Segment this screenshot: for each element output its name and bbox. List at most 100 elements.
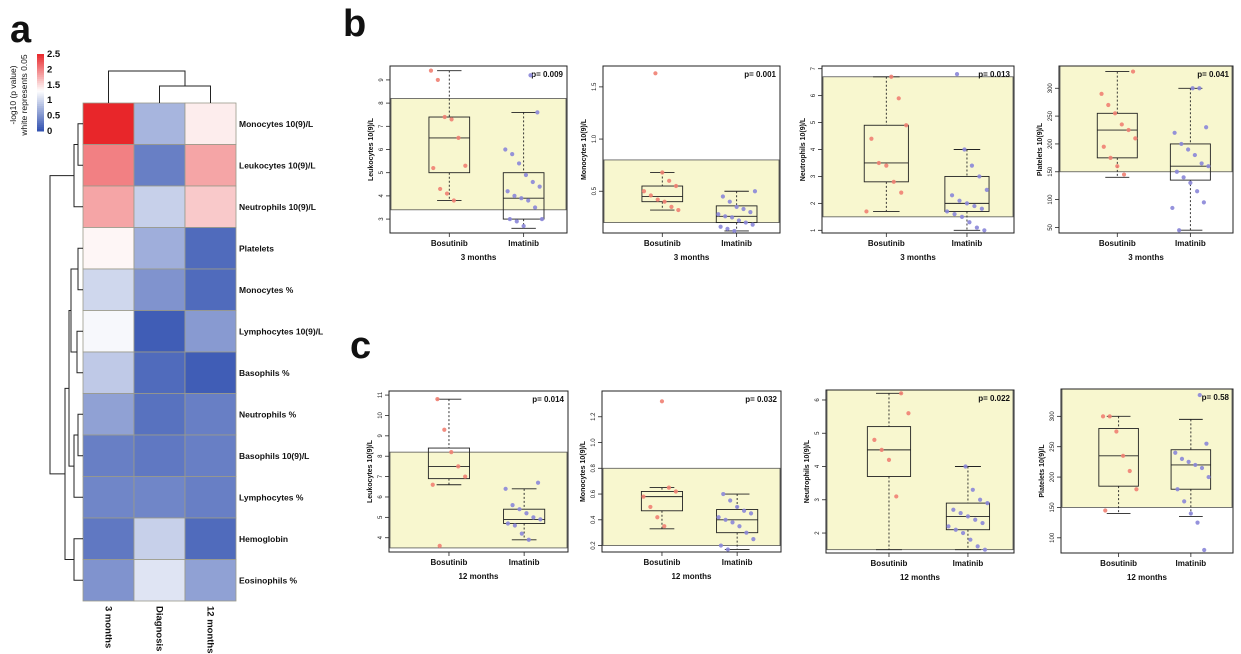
- reference-band: [1059, 65, 1233, 173]
- data-point: [1173, 450, 1178, 455]
- colorbar-segment: [37, 92, 44, 95]
- y-tick-label: 1: [811, 228, 817, 232]
- data-point: [539, 216, 545, 222]
- colorbar-segment: [37, 129, 44, 132]
- data-point: [660, 170, 665, 175]
- data-point: [967, 220, 972, 225]
- data-point: [886, 457, 892, 462]
- colorbar-segment: [37, 82, 44, 86]
- colorbar-segment: [37, 117, 44, 120]
- heatmap-row-label: Neutrophils %: [239, 409, 297, 419]
- data-point: [736, 218, 742, 223]
- y-tick-label: 3: [811, 174, 817, 178]
- category-label: Imatinib: [1175, 239, 1206, 248]
- data-point: [528, 73, 533, 78]
- data-point: [438, 186, 443, 192]
- y-tick-label: 2: [815, 531, 821, 535]
- box: [866, 426, 912, 477]
- box: [502, 172, 545, 220]
- data-point: [965, 514, 971, 519]
- data-point: [1126, 127, 1131, 133]
- data-point: [959, 214, 965, 219]
- data-point: [891, 179, 896, 184]
- heatmap-cell: [184, 227, 237, 270]
- y-tick-label: 300: [1050, 411, 1056, 422]
- category-label: Bosutinib: [1100, 559, 1137, 568]
- p-value: p= 0.013: [978, 70, 1010, 79]
- colorbar-segment: [37, 59, 44, 63]
- data-point: [954, 71, 960, 77]
- data-point: [889, 74, 894, 79]
- box: [863, 124, 909, 183]
- reference-band: [389, 451, 568, 549]
- data-point: [1134, 487, 1139, 492]
- dendrogram-branch: [77, 413, 83, 457]
- colorbar-segment: [37, 88, 44, 92]
- colorbar-segment: [37, 90, 44, 93]
- x-axis-label: 3 months: [461, 253, 497, 262]
- data-point: [751, 537, 756, 542]
- colorbar-segment: [37, 94, 44, 97]
- y-tick-label: 250: [1050, 441, 1056, 452]
- dendrogram-branch: [77, 247, 83, 291]
- data-point: [720, 194, 725, 199]
- data-point: [535, 110, 540, 115]
- data-point: [884, 163, 889, 168]
- heatmap-cell: [184, 559, 237, 602]
- colorbar-segment: [37, 102, 44, 105]
- data-point: [505, 189, 510, 194]
- data-point: [869, 136, 874, 141]
- category-label: Imatinib: [953, 559, 984, 568]
- data-point: [435, 397, 440, 402]
- data-point: [431, 165, 436, 171]
- box: [503, 508, 546, 524]
- heatmap-cell: [184, 517, 237, 560]
- heatmap-cell: [133, 268, 186, 311]
- colorbar-segment: [37, 111, 44, 115]
- data-point: [516, 161, 522, 166]
- data-point: [1182, 499, 1187, 504]
- category-label: Bosutinib: [431, 558, 468, 567]
- panel-letter-a: a: [10, 9, 32, 51]
- data-point: [648, 504, 653, 510]
- data-point: [957, 198, 962, 203]
- x-axis-label: 3 months: [674, 253, 710, 262]
- reference-band: [390, 98, 567, 211]
- y-tick-label: 1.2: [591, 412, 597, 421]
- colorbar-segment: [37, 65, 44, 68]
- data-point: [1206, 474, 1211, 480]
- data-point: [1206, 164, 1211, 169]
- boxplot-panel: 4 5 6 7 8 9 10 11 Leukocytes 10(9)/L p= 0.014 Bosu…: [367, 390, 569, 581]
- y-tick-label: 5: [379, 170, 385, 174]
- data-point: [864, 209, 869, 214]
- box: [1169, 143, 1211, 181]
- data-point: [1188, 180, 1193, 185]
- data-point: [904, 123, 909, 128]
- heatmap-cell: [133, 227, 186, 270]
- category-label: Bosutinib: [871, 559, 908, 568]
- colorbar-title: -log10 (p value): [8, 65, 18, 124]
- y-tick-label: 10: [378, 411, 384, 418]
- data-point: [1121, 172, 1127, 177]
- data-point: [962, 147, 967, 152]
- category-label: Bosutinib: [431, 239, 468, 248]
- data-point: [984, 187, 989, 193]
- y-tick-label: 9: [379, 78, 385, 82]
- plot-frame: [388, 390, 569, 553]
- data-point: [523, 172, 529, 178]
- heatmap-cell: [133, 102, 186, 145]
- category-label: Imatinib: [508, 239, 539, 248]
- data-point: [532, 205, 538, 210]
- data-point: [666, 485, 672, 490]
- y-tick-label: 0.2: [591, 541, 597, 550]
- heatmap-cell: [184, 476, 237, 519]
- data-point: [721, 491, 726, 497]
- box: [641, 185, 684, 203]
- heatmap-col-label: 12 months: [205, 606, 216, 654]
- y-tick-label: 150: [1048, 166, 1054, 177]
- x-axis-label: 12 months: [671, 572, 712, 581]
- data-point: [718, 224, 723, 229]
- data-point: [725, 226, 730, 231]
- data-point: [974, 225, 979, 230]
